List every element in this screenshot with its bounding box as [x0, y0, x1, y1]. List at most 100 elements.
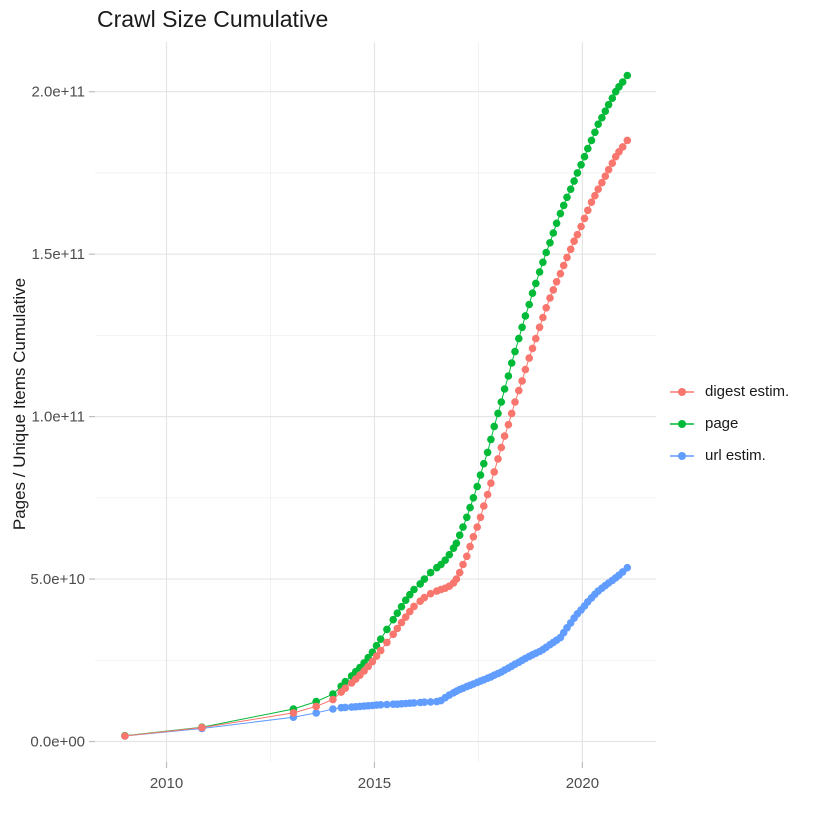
data-point-digest-estim	[573, 230, 582, 239]
legend-label-url-estim: url estim.	[705, 447, 766, 464]
data-point-page	[594, 120, 602, 128]
data-point-url-estim	[341, 703, 350, 712]
data-point-page	[604, 100, 613, 109]
data-point-page	[490, 422, 499, 431]
data-point-digest-estim	[383, 638, 391, 647]
data-point-digest-estim	[329, 695, 337, 704]
data-point-digest-estim	[341, 684, 350, 692]
data-point-digest-estim	[476, 513, 485, 522]
data-point-page	[466, 503, 474, 512]
data-point-page	[397, 602, 406, 611]
data-point-digest-estim	[594, 185, 602, 193]
data-point-digest-estim	[497, 443, 506, 452]
data-point-page	[480, 459, 488, 468]
data-point-digest-estim	[604, 165, 613, 174]
data-point-digest-estim	[466, 542, 474, 551]
data-point-page	[521, 312, 530, 320]
series-page	[121, 71, 632, 740]
data-point-page	[528, 289, 537, 298]
data-point-digest-estim	[389, 630, 398, 639]
data-point-digest-estim	[542, 304, 550, 312]
legend-item-digest-estim: digest estim.	[668, 383, 789, 400]
data-point-digest-estim	[591, 191, 599, 200]
data-point-page	[601, 107, 610, 115]
data-point-page	[559, 201, 568, 210]
data-point-page	[329, 690, 337, 698]
x-tick-label: 2010	[150, 775, 183, 792]
data-point-page	[549, 229, 558, 237]
data-point-digest-estim	[401, 613, 410, 621]
data-point-page	[556, 209, 565, 218]
data-point-url-estim	[420, 698, 429, 706]
data-point-digest-estim	[459, 560, 467, 569]
series-line-page	[124, 75, 628, 737]
data-point-digest-estim	[507, 409, 516, 418]
data-point-digest-estim	[598, 178, 606, 187]
data-point-page	[535, 268, 544, 276]
data-point-page	[383, 625, 391, 634]
data-point-url-estim	[383, 700, 391, 709]
data-point-url-estim	[312, 709, 321, 717]
data-point-digest-estim	[566, 245, 575, 254]
data-point-page	[401, 596, 410, 604]
data-point-digest-estim	[532, 334, 540, 343]
data-point-digest-estim	[406, 607, 414, 616]
data-point-page	[608, 94, 617, 102]
data-point-page	[563, 193, 571, 202]
data-point-url-estim	[329, 705, 337, 713]
data-point-page	[566, 185, 575, 193]
data-point-digest-estim	[504, 420, 513, 429]
data-point-digest-estim	[289, 709, 298, 717]
data-point-page	[483, 448, 492, 457]
data-point-page	[546, 239, 554, 247]
data-point-page	[580, 152, 589, 161]
data-point-page	[532, 279, 540, 288]
data-point-digest-estim	[312, 702, 321, 711]
data-point-page	[507, 359, 516, 367]
data-point-page	[591, 128, 599, 137]
y-axis-title: Pages / Unique Items Cumulative	[10, 277, 29, 531]
data-point-page	[518, 323, 526, 332]
data-point-page	[497, 398, 506, 406]
data-point-digest-estim	[525, 354, 533, 362]
data-point-url-estim	[623, 563, 632, 572]
y-tick-label: 5.0e+10	[30, 571, 85, 588]
data-point-page	[393, 609, 402, 617]
data-point-digest-estim	[426, 589, 435, 598]
data-point-url-estim	[410, 699, 418, 707]
data-point-page	[376, 635, 385, 643]
data-point-digest-estim	[601, 172, 610, 180]
data-point-digest-estim	[376, 646, 385, 655]
data-point-digest-estim	[452, 575, 461, 583]
data-point-page	[504, 372, 513, 380]
data-point-digest-estim	[463, 552, 471, 561]
chart-title: Crawl Size Cumulative	[97, 6, 329, 32]
data-point-page	[410, 585, 418, 594]
data-point-digest-estim	[587, 198, 596, 206]
data-point-page	[525, 300, 533, 309]
data-point-digest-estim	[420, 593, 429, 602]
data-point-page	[445, 550, 454, 559]
data-point-digest-estim	[469, 533, 478, 541]
data-point-digest-estim	[121, 732, 129, 740]
y-tick-label: 0.0e+00	[30, 734, 85, 751]
data-point-page	[389, 615, 398, 624]
data-point-page	[577, 161, 585, 169]
data-point-page	[570, 177, 578, 185]
x-tick-label: 2015	[358, 775, 391, 792]
data-point-digest-estim	[487, 479, 495, 488]
data-point-digest-estim	[577, 222, 585, 231]
data-point-digest-estim	[511, 398, 519, 406]
data-point-page	[573, 169, 582, 177]
data-point-page	[441, 556, 450, 564]
legend-label-page: page	[705, 415, 739, 432]
data-point-digest-estim	[397, 618, 406, 627]
data-point-page	[476, 471, 485, 479]
data-point-page	[500, 385, 509, 393]
data-point-digest-estim	[563, 253, 571, 262]
data-point-page	[473, 482, 482, 491]
data-point-digest-estim	[500, 432, 509, 440]
legend-item-page: page	[668, 415, 789, 432]
legend-key-digest-icon	[670, 387, 694, 396]
